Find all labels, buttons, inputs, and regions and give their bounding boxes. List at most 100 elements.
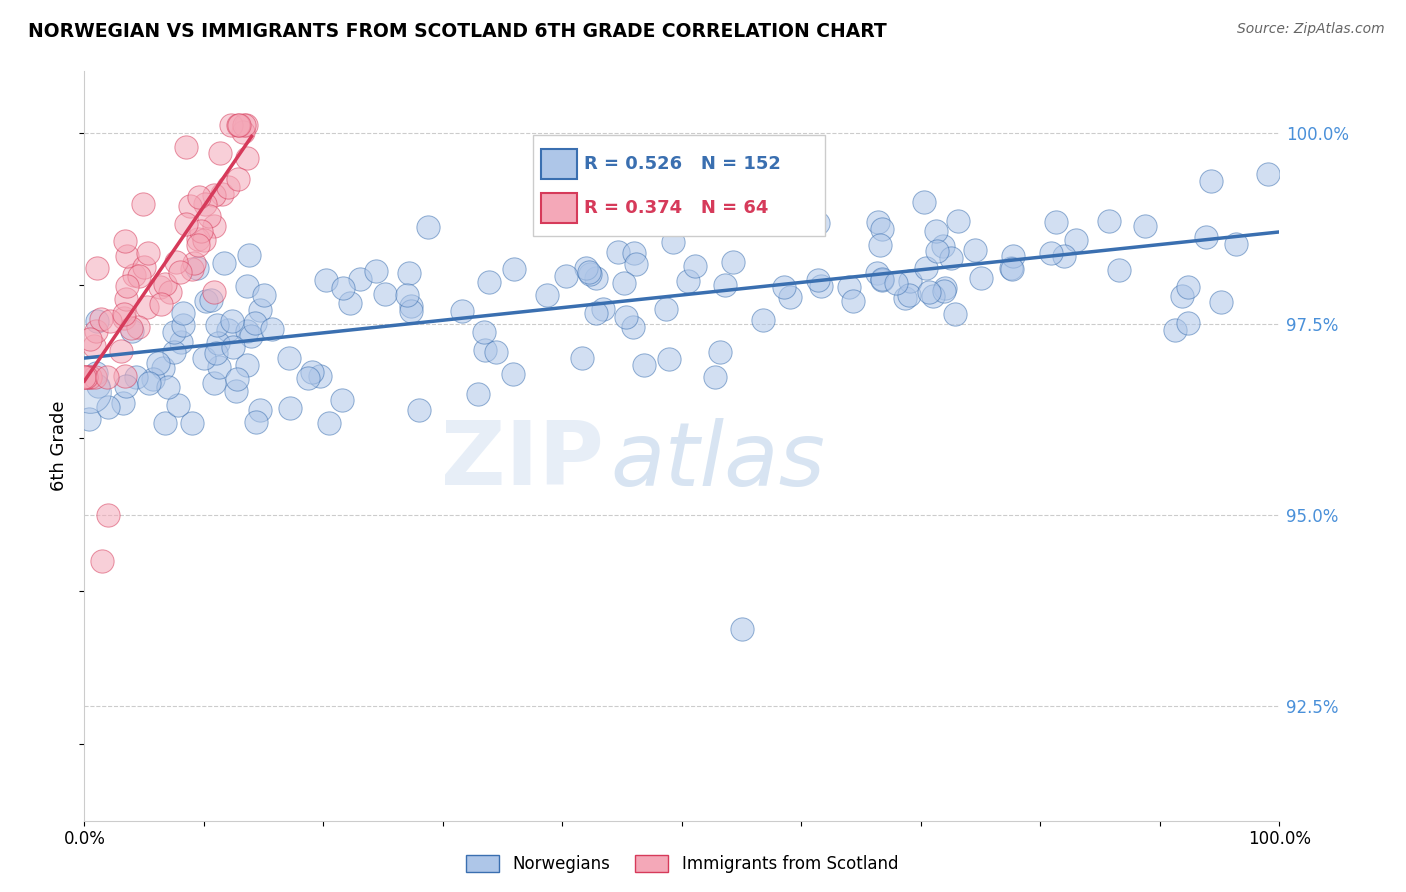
Point [503, 261, 526, 276]
Point [238, 248, 260, 262]
Point [86, 261, 108, 276]
Point [115, 249, 138, 263]
Point [349, 272, 371, 286]
Point [84, 367, 107, 381]
Point [309, 368, 332, 383]
Point [233, 118, 256, 132]
Point [278, 401, 301, 415]
Point [485, 344, 508, 359]
Point [169, 265, 191, 279]
Point [315, 273, 337, 287]
Point [84, 370, 107, 384]
Point [1171, 289, 1194, 303]
Point [202, 285, 225, 300]
Point [172, 318, 194, 332]
Point [872, 273, 894, 287]
Point [112, 311, 135, 326]
Point [704, 369, 727, 384]
Point [114, 292, 136, 306]
Point [174, 140, 197, 154]
Point [1098, 213, 1121, 227]
Point [1000, 261, 1022, 276]
Point [152, 360, 174, 375]
Point [301, 365, 323, 379]
Point [114, 379, 136, 393]
Text: ZIP: ZIP [441, 417, 605, 505]
Point [807, 217, 830, 231]
Point [1164, 323, 1187, 337]
Text: Source: ZipAtlas.com: Source: ZipAtlas.com [1237, 22, 1385, 37]
Text: R = 0.526   N = 152: R = 0.526 N = 152 [583, 154, 780, 172]
Point [838, 280, 860, 294]
Point [84, 324, 107, 338]
Point [112, 307, 135, 321]
Point [779, 290, 801, 304]
Point [921, 288, 943, 302]
Point [165, 255, 187, 269]
Point [193, 351, 215, 365]
Point [245, 415, 267, 429]
Point [624, 257, 647, 271]
Point [330, 392, 353, 407]
Point [253, 288, 276, 302]
Point [810, 279, 832, 293]
Point [181, 416, 204, 430]
Point [578, 265, 600, 279]
Point [416, 220, 439, 235]
Point [614, 310, 637, 324]
Point [174, 217, 197, 231]
Point [925, 224, 948, 238]
Point [332, 281, 354, 295]
Point [478, 275, 501, 289]
Point [623, 246, 645, 260]
Point [83, 339, 105, 353]
Point [894, 291, 917, 305]
Point [869, 238, 891, 252]
Point [157, 380, 180, 394]
Point [96, 370, 118, 384]
Point [136, 246, 159, 260]
Point [752, 313, 775, 327]
Point [120, 320, 142, 334]
Point [676, 274, 699, 288]
Point [183, 256, 205, 270]
Point [110, 344, 132, 359]
Text: R = 0.374   N = 64: R = 0.374 N = 64 [583, 200, 768, 218]
Point [970, 271, 993, 285]
Point [75, 370, 97, 384]
Point [579, 267, 602, 281]
Point [90, 311, 112, 326]
Point [897, 288, 920, 302]
Point [714, 278, 737, 293]
Point [186, 260, 208, 275]
Point [1039, 246, 1062, 260]
Point [75, 370, 97, 384]
Point [204, 346, 226, 360]
Point [91, 554, 114, 568]
Point [86, 314, 108, 328]
Point [607, 245, 630, 260]
Point [225, 384, 247, 399]
Point [190, 224, 212, 238]
Point [842, 293, 865, 308]
Point [87, 379, 110, 393]
Point [205, 318, 228, 333]
Point [128, 268, 150, 283]
Point [240, 329, 263, 343]
Point [249, 403, 271, 417]
Point [399, 304, 422, 318]
Point [963, 243, 986, 257]
Point [200, 293, 222, 307]
Point [221, 313, 243, 327]
Point [236, 324, 259, 338]
Point [249, 303, 271, 318]
Point [142, 372, 165, 386]
Point [1135, 219, 1157, 233]
Point [1257, 167, 1279, 181]
Point [209, 145, 232, 160]
Point [193, 233, 215, 247]
Point [900, 274, 922, 288]
Point [179, 199, 201, 213]
Point [153, 277, 176, 291]
Point [1177, 316, 1199, 330]
